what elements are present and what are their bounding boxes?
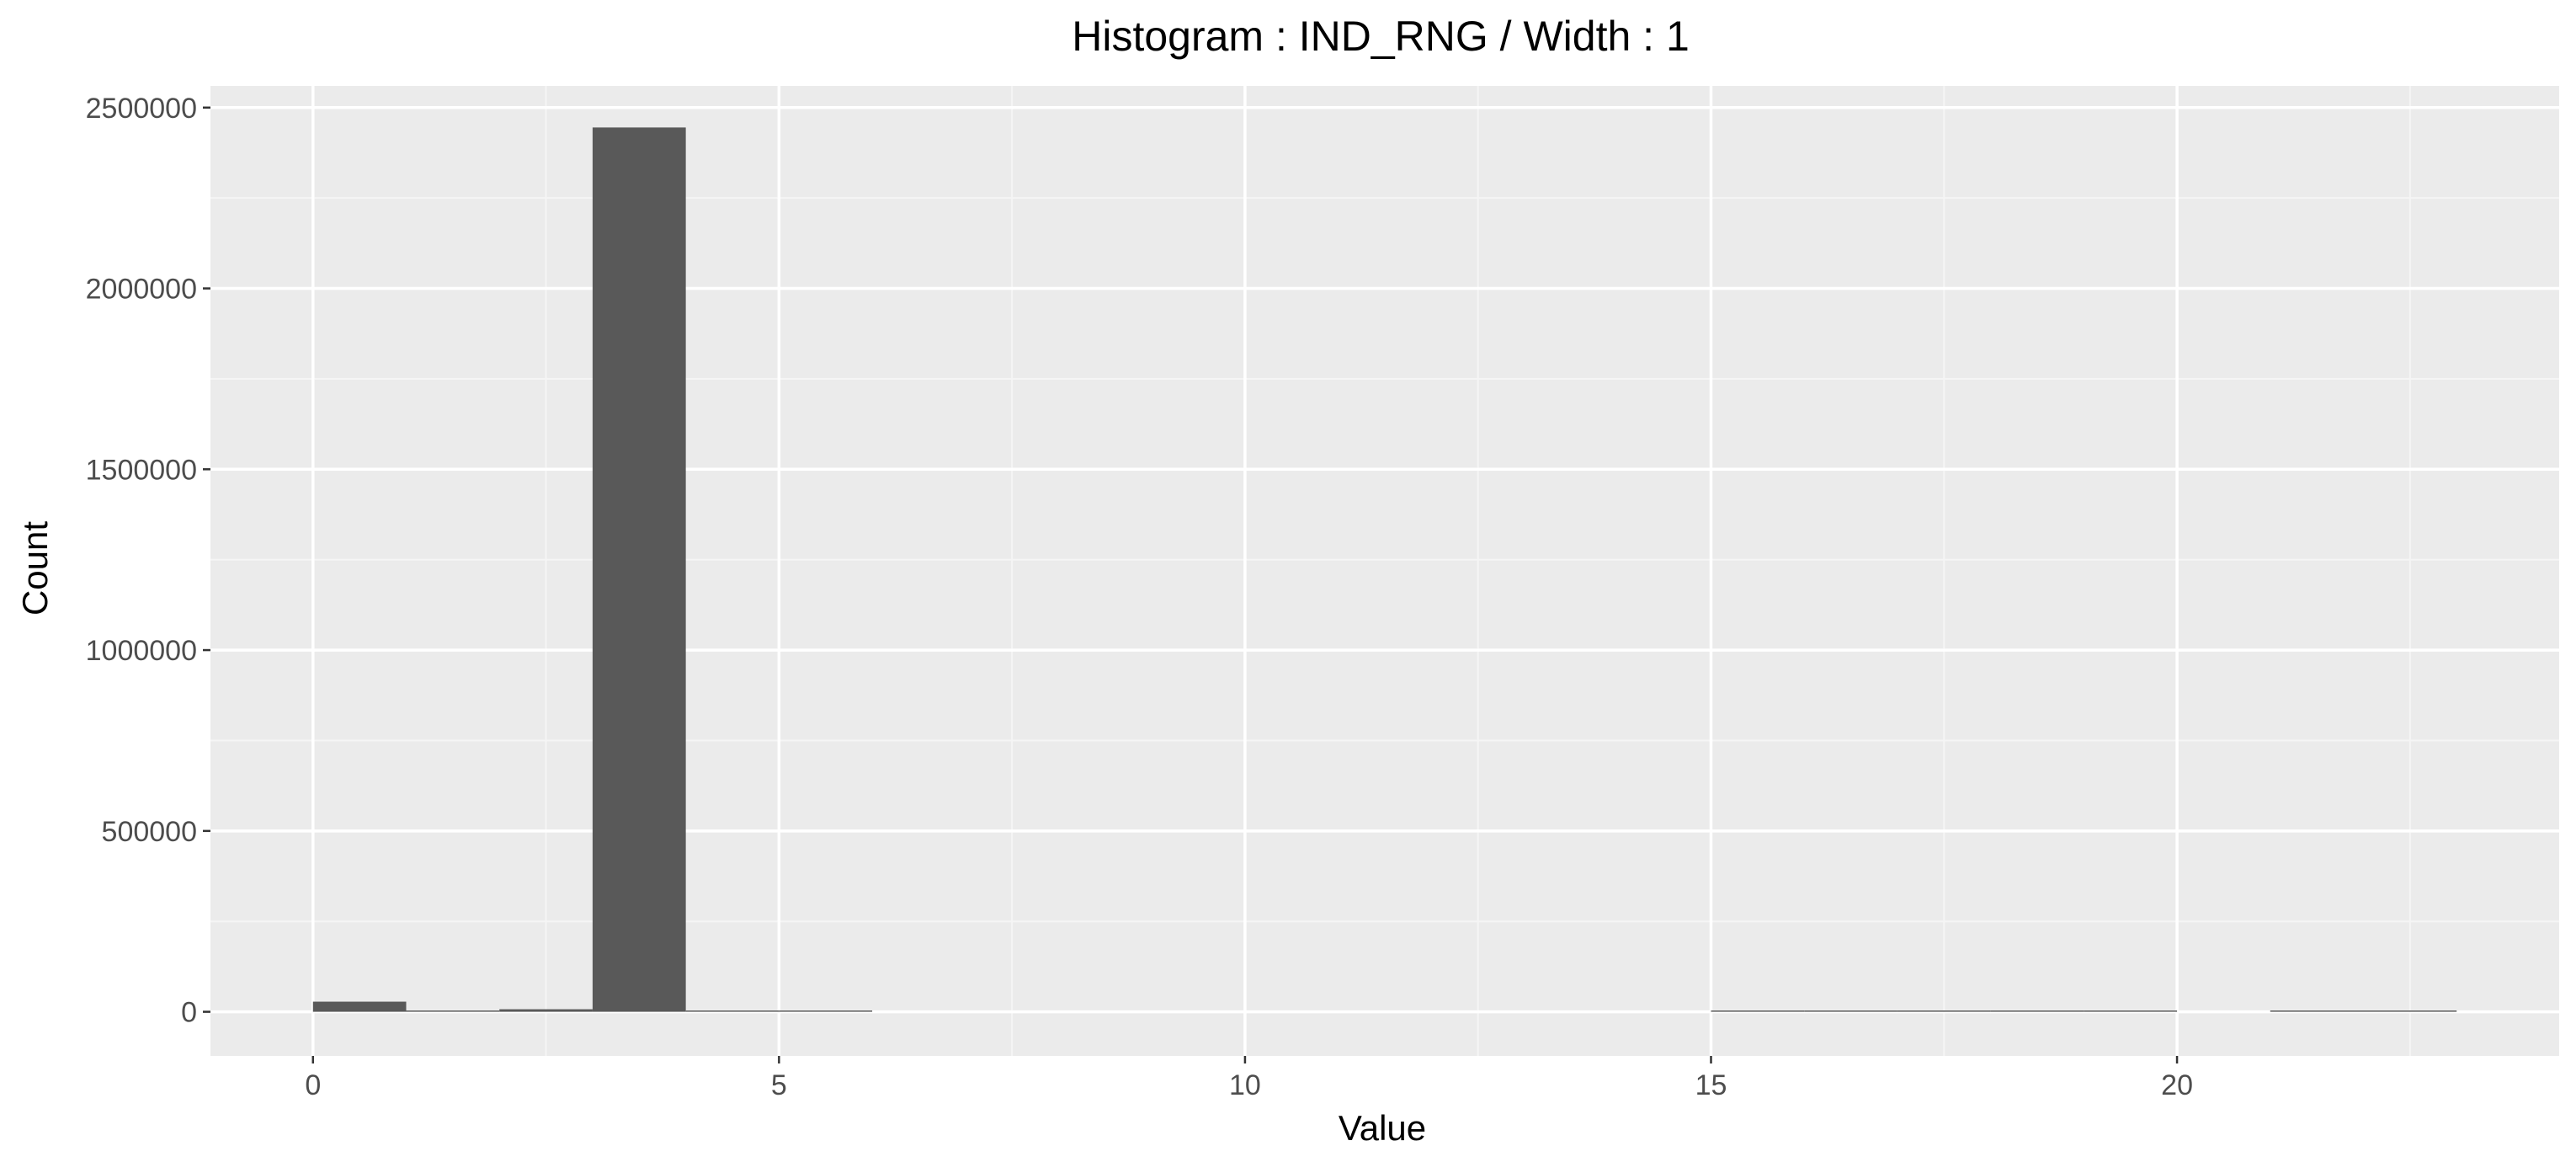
x-tick-label: 5 <box>771 1069 787 1101</box>
histogram-bar <box>779 1010 873 1012</box>
y-axis-title: Count <box>15 521 55 616</box>
y-tick-label: 2500000 <box>86 93 197 125</box>
y-tick-label: 0 <box>181 997 197 1029</box>
histogram-bar <box>499 1009 593 1012</box>
histogram-bar <box>1711 1010 1805 1012</box>
histogram-bar <box>1804 1010 1897 1012</box>
plot-panel <box>210 86 2559 1056</box>
x-tick-label: 0 <box>305 1069 321 1101</box>
x-axis: 0 5 10 15 20 <box>305 1056 2193 1101</box>
histogram-bar <box>1897 1010 1991 1012</box>
chart-title: Histogram : IND_RNG / Width : 1 <box>1072 13 1690 60</box>
x-tick-label: 10 <box>1229 1069 1261 1101</box>
x-axis-title: Value <box>1339 1108 1426 1148</box>
histogram-bar <box>2270 1010 2364 1012</box>
histogram-bar <box>312 1001 407 1012</box>
y-tick-label: 1500000 <box>86 454 197 486</box>
y-tick-label: 1000000 <box>86 635 197 667</box>
histogram-bar <box>592 127 686 1012</box>
x-tick-label: 15 <box>1695 1069 1727 1101</box>
histogram-bar <box>685 1010 780 1012</box>
histogram-bars <box>312 127 2457 1012</box>
y-tick-label: 2000000 <box>86 274 197 306</box>
y-tick-label: 500000 <box>102 816 197 848</box>
histogram-bar <box>2363 1010 2457 1012</box>
x-tick-label: 20 <box>2161 1069 2193 1101</box>
y-axis: 0 500000 1000000 1500000 2000000 2500000 <box>86 93 210 1029</box>
histogram-bar <box>1990 1010 2084 1012</box>
histogram-bar <box>2084 1010 2178 1012</box>
histogram-bar <box>406 1010 500 1012</box>
